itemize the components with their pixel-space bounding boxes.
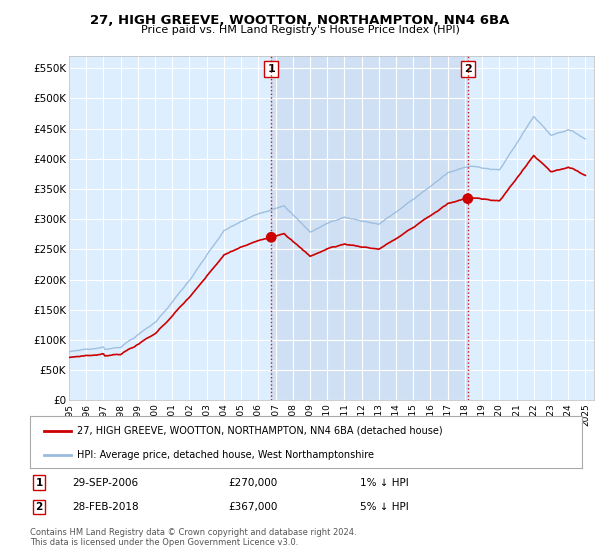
Text: Contains HM Land Registry data © Crown copyright and database right 2024.
This d: Contains HM Land Registry data © Crown c… [30,528,356,547]
Point [266,233,276,242]
Text: 1: 1 [268,64,275,74]
Text: 2: 2 [35,502,43,512]
Text: 28-FEB-2018: 28-FEB-2018 [72,502,139,512]
Text: 5% ↓ HPI: 5% ↓ HPI [360,502,409,512]
Point [463,194,473,203]
Text: Price paid vs. HM Land Registry's House Price Index (HPI): Price paid vs. HM Land Registry's House … [140,25,460,35]
Text: 27, HIGH GREEVE, WOOTTON, NORTHAMPTON, NN4 6BA (detached house): 27, HIGH GREEVE, WOOTTON, NORTHAMPTON, N… [77,426,443,436]
Text: £367,000: £367,000 [228,502,277,512]
Text: HPI: Average price, detached house, West Northamptonshire: HPI: Average price, detached house, West… [77,450,374,460]
Text: 27, HIGH GREEVE, WOOTTON, NORTHAMPTON, NN4 6BA: 27, HIGH GREEVE, WOOTTON, NORTHAMPTON, N… [91,14,509,27]
Bar [271,56,468,400]
Text: 29-SEP-2006: 29-SEP-2006 [72,478,138,488]
Text: 1: 1 [35,478,43,488]
Text: £270,000: £270,000 [228,478,277,488]
Text: 2: 2 [464,64,472,74]
Text: 1% ↓ HPI: 1% ↓ HPI [360,478,409,488]
